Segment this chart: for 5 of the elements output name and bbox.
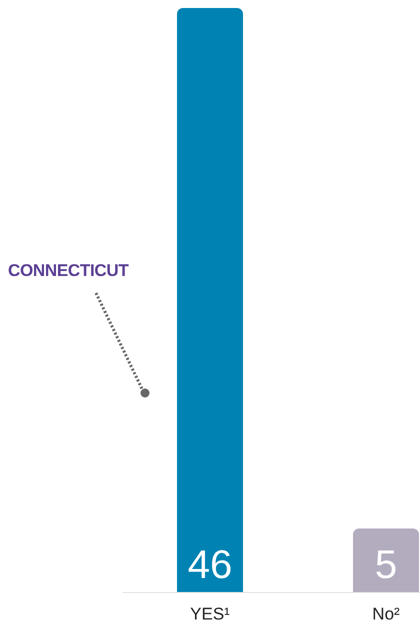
data-label: 5 [374,543,398,587]
annotation: CONNECTICUT [8,261,128,281]
x-tick-label: YES¹ [190,604,230,624]
data-label: 46 [188,543,232,587]
x-tick-label: No² [372,604,400,624]
